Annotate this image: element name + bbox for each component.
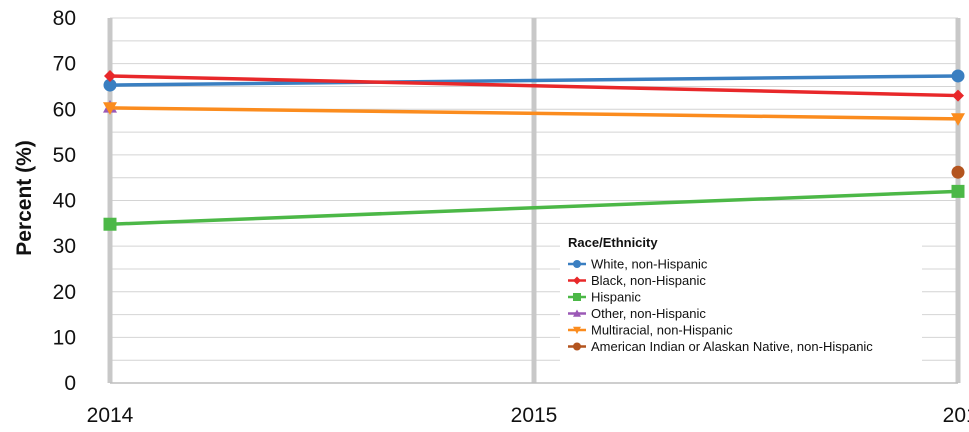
y-tick-label: 0 (64, 372, 76, 395)
legend-label: Multiracial, non-Hispanic (591, 323, 733, 338)
y-tick-label: 20 (53, 281, 76, 304)
legend-label: White, non-Hispanic (591, 257, 708, 272)
y-tick-label: 60 (53, 98, 76, 121)
series-line (109, 74, 959, 87)
legend-swatch-marker (573, 342, 581, 351)
legend-title: Race/Ethnicity (568, 235, 658, 250)
data-point (103, 217, 117, 231)
legend-item: American Indian or Alaskan Native, non-H… (568, 339, 873, 354)
data-point (952, 89, 964, 102)
legend-label: Other, non-Hispanic (591, 306, 706, 321)
series-1 (104, 69, 964, 102)
legend-label: Hispanic (591, 290, 641, 305)
series-2 (103, 184, 965, 231)
y-axis-title: Percent (%) (13, 140, 36, 256)
data-point (951, 69, 965, 83)
data-point (104, 69, 116, 82)
data-point (951, 184, 965, 198)
series-line (109, 106, 959, 121)
legend-swatch-marker (573, 326, 581, 334)
legend-box (560, 226, 922, 366)
x-tick-label: 2015 (511, 404, 558, 427)
series-line (109, 74, 959, 98)
x-tick-label: 2016 (943, 404, 969, 427)
legend-swatch-marker (573, 293, 581, 301)
y-tick-label: 80 (53, 7, 76, 30)
legend-swatch-marker (573, 309, 581, 317)
y-tick-label: 40 (53, 190, 76, 213)
series-4 (103, 102, 965, 126)
legend-item: Other, non-Hispanic (568, 306, 706, 321)
legend-item: Hispanic (568, 290, 641, 305)
legend-swatch-marker (573, 260, 581, 268)
series-0 (103, 69, 965, 92)
y-tick-label: 70 (53, 53, 76, 76)
y-tick-label: 50 (53, 144, 76, 167)
data-point (951, 113, 965, 126)
data-point (951, 165, 965, 179)
legend-label: Black, non-Hispanic (591, 273, 706, 288)
legend-swatch-marker (573, 276, 581, 285)
x-tick-label: 2014 (87, 404, 134, 427)
x-axis: 2014 2015 2016 (87, 404, 969, 427)
series-5 (951, 165, 965, 179)
y-tick-label: 10 (53, 326, 76, 349)
legend: Race/Ethnicity White, non-HispanicBlack,… (560, 226, 922, 366)
series-group (103, 69, 965, 231)
data-point (103, 102, 117, 115)
legend-label: American Indian or Alaskan Native, non-H… (591, 339, 873, 354)
legend-item: Multiracial, non-Hispanic (568, 323, 733, 338)
y-axis: 0 10 20 30 40 50 60 70 80 (53, 7, 76, 395)
legend-item: White, non-Hispanic (568, 257, 708, 272)
data-point (103, 78, 117, 92)
legend-item: Black, non-Hispanic (568, 273, 706, 288)
y-tick-label: 30 (53, 235, 76, 258)
series-line (109, 189, 959, 226)
